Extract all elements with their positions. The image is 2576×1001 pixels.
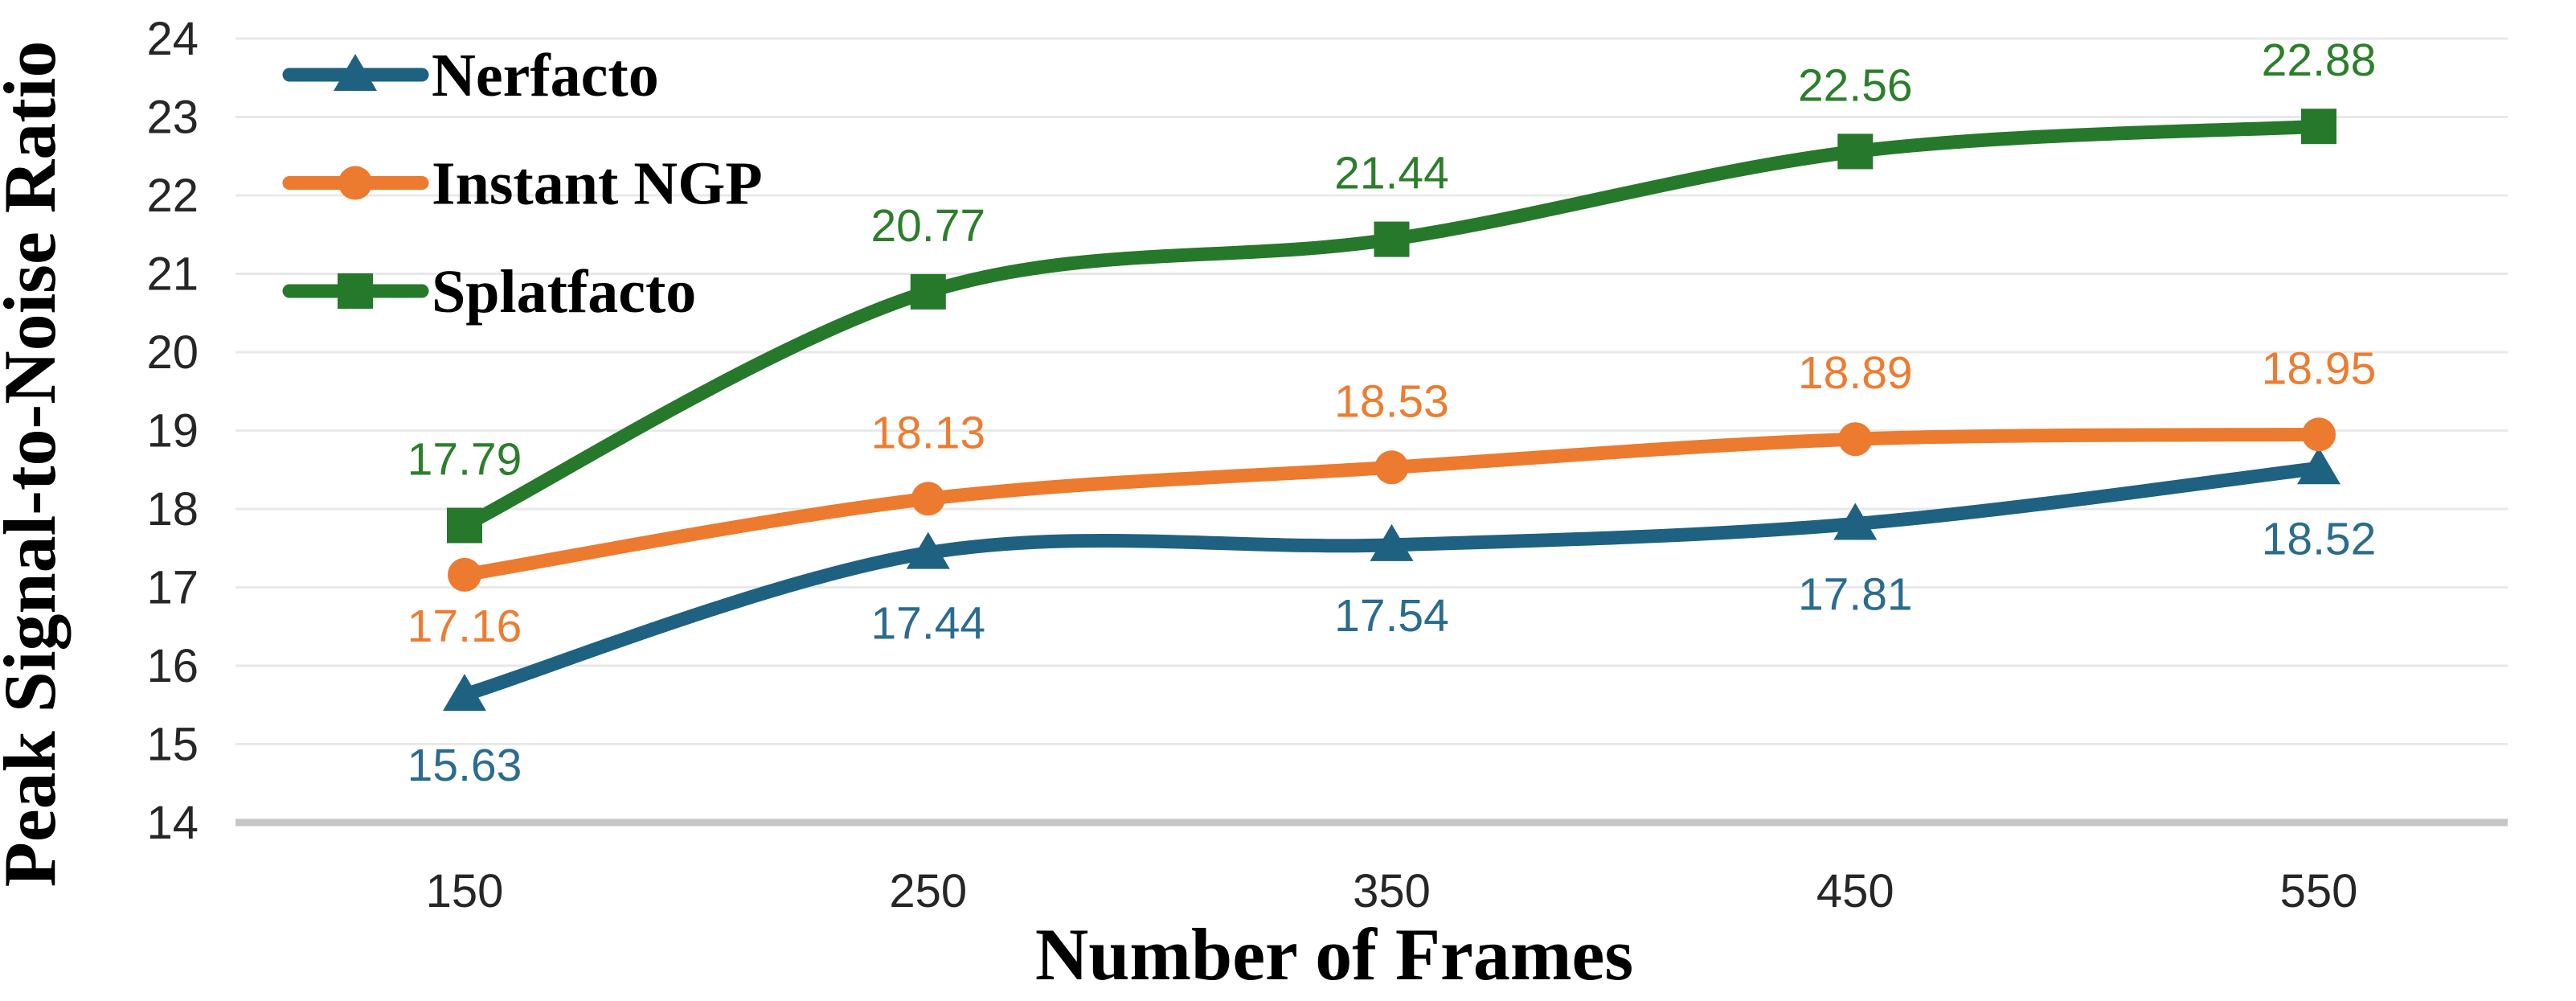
data-label-nerfacto-150: 15.63 — [407, 740, 522, 791]
data-label-instant-ngp-150: 17.16 — [407, 601, 522, 652]
marker-instant-ngp-250 — [911, 482, 945, 516]
data-labels: 15.63 17.44 17.54 17.81 18.52 17.16 18.13 18.53… — [407, 35, 2377, 791]
legend-label-instant-ngp: Instant NGP — [432, 150, 763, 218]
y-tick-label-20: 20 — [146, 326, 199, 379]
y-tick-label-15: 15 — [146, 719, 199, 771]
data-label-nerfacto-550: 18.52 — [2262, 513, 2377, 564]
y-tick-label-21: 21 — [146, 248, 199, 301]
marker-nerfacto-150 — [443, 674, 486, 712]
data-label-instant-ngp-450: 18.89 — [1798, 347, 1913, 399]
y-tick-label-18: 18 — [146, 483, 199, 535]
y-tick-label-17: 17 — [146, 562, 199, 614]
legend-square-icon — [338, 273, 373, 309]
x-tick-label-450: 450 — [1816, 865, 1894, 917]
marker-nerfacto-350 — [1370, 523, 1414, 561]
y-tick-label-16: 16 — [146, 640, 199, 692]
data-label-splatfacto-450: 22.56 — [1798, 59, 1913, 111]
y-axis-title: Peak Signal-to-Noise Ratio — [0, 41, 71, 888]
marker-splatfacto-450 — [1837, 133, 1874, 170]
marker-nerfacto-250 — [906, 531, 950, 569]
data-label-splatfacto-550: 22.88 — [2262, 35, 2377, 86]
marker-nerfacto-550 — [2297, 447, 2341, 485]
y-tick-label-19: 19 — [146, 405, 199, 457]
y-tick-label-23: 23 — [146, 92, 199, 144]
legend: Nerfacto Instant NGP Splatfacto — [282, 42, 763, 326]
x-tick-label-150: 150 — [426, 865, 504, 917]
series-lines — [443, 109, 2341, 712]
legend-item-splatfacto: Splatfacto — [282, 258, 696, 326]
x-axis-title: Number of Frames — [1035, 913, 1633, 995]
data-label-splatfacto-250: 20.77 — [870, 200, 985, 252]
marker-nerfacto-450 — [1833, 503, 1878, 540]
x-axis-tick-labels: 150 250 350 450 550 — [426, 865, 2358, 917]
x-tick-label-350: 350 — [1353, 865, 1431, 917]
marker-splatfacto-150 — [447, 507, 482, 544]
marker-instant-ngp-550 — [2302, 417, 2336, 452]
marker-splatfacto-250 — [910, 273, 946, 310]
data-label-splatfacto-150: 17.79 — [407, 434, 522, 486]
legend-label-splatfacto: Splatfacto — [432, 258, 696, 326]
data-label-instant-ngp-550: 18.95 — [2262, 343, 2377, 394]
legend-triangle-icon — [334, 54, 377, 91]
data-label-splatfacto-350: 21.44 — [1334, 148, 1449, 199]
legend-item-instant-ngp: Instant NGP — [282, 150, 763, 218]
x-tick-label-550: 550 — [2280, 865, 2358, 917]
data-label-nerfacto-450: 17.81 — [1798, 569, 1913, 621]
y-axis-tick-labels: 14 15 16 17 18 19 20 21 22 23 24 — [146, 13, 199, 849]
marker-instant-ngp-450 — [1838, 422, 1873, 457]
x-tick-label-250: 250 — [889, 865, 967, 917]
y-tick-label-24: 24 — [146, 13, 199, 65]
legend-item-nerfacto: Nerfacto — [282, 42, 659, 109]
gridlines — [235, 37, 2508, 827]
legend-circle-icon — [338, 166, 372, 200]
data-label-nerfacto-250: 17.44 — [870, 598, 985, 650]
legend-label-nerfacto: Nerfacto — [432, 42, 659, 109]
y-tick-label-14: 14 — [146, 797, 199, 849]
marker-instant-ngp-350 — [1374, 450, 1409, 485]
marker-splatfacto-550 — [2301, 109, 2336, 145]
y-tick-label-22: 22 — [146, 170, 199, 222]
data-label-instant-ngp-350: 18.53 — [1334, 375, 1449, 427]
data-label-nerfacto-350: 17.54 — [1334, 590, 1449, 642]
series-line-nerfacto — [457, 461, 2326, 702]
data-label-instant-ngp-250: 18.13 — [870, 407, 985, 458]
marker-splatfacto-350 — [1374, 221, 1410, 257]
marker-instant-ngp-150 — [448, 557, 481, 592]
